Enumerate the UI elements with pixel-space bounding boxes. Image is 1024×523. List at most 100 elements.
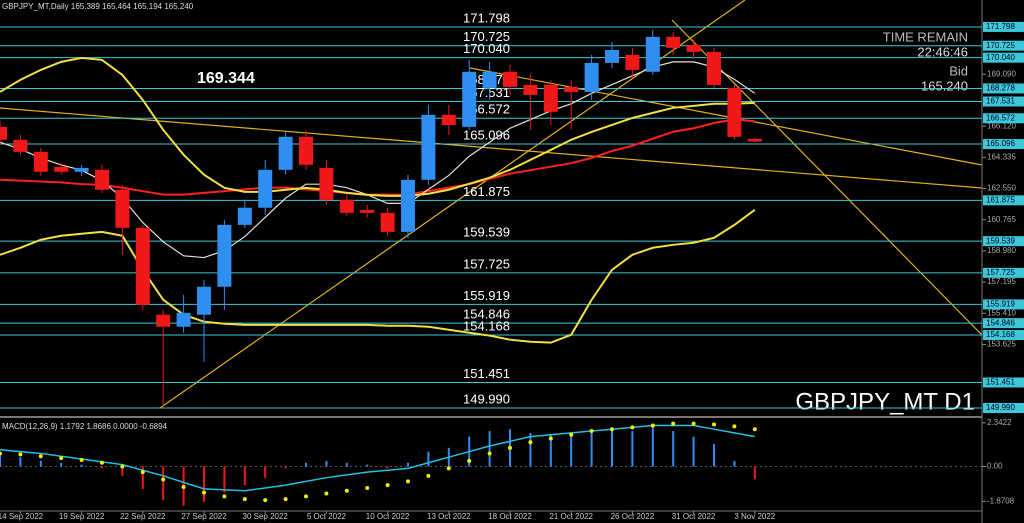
candle-body (564, 86, 579, 92)
time-label: TIME REMAIN (883, 29, 968, 44)
level-axis-marker (983, 299, 1024, 310)
macd-signal-dot (467, 458, 472, 463)
level-axis-marker (983, 139, 1024, 150)
x-tick-label: 10 Oct 2022 (366, 512, 410, 521)
candle-body (584, 62, 599, 92)
trendline (0, 107, 983, 189)
macd-bar (141, 466, 144, 489)
macd-tick-label: 2.3422 (987, 418, 1012, 427)
x-tick-label: 21 Oct 2022 (549, 512, 593, 521)
level-axis-label: 149.990 (986, 403, 1015, 412)
macd-bar (733, 460, 736, 467)
level-axis-label: 166.572 (986, 113, 1015, 122)
candle-body (33, 151, 48, 172)
y-tick-label: 164.335 (987, 152, 1016, 161)
macd-signal-dot (283, 497, 288, 502)
candle-body (54, 166, 69, 172)
y-tick-label: 158.980 (987, 246, 1016, 255)
x-tick-label: 22 Sep 2022 (120, 512, 166, 521)
candle-body (747, 138, 762, 142)
candle-body (339, 199, 354, 213)
level-label: 154.846 (463, 307, 510, 322)
candle-body (441, 114, 456, 125)
candle-body (13, 139, 28, 152)
level-label: 149.990 (463, 391, 510, 406)
level-axis-marker (983, 377, 1024, 388)
macd-bar (243, 466, 246, 486)
level-axis-marker (983, 113, 1024, 124)
level-axis-marker (983, 21, 1024, 32)
candle-body (258, 169, 273, 208)
candle-body (605, 49, 619, 63)
macd-signal-dot (140, 470, 145, 475)
macd-signal-dot (344, 488, 349, 493)
trendline (469, 67, 983, 166)
candle-body (360, 209, 375, 213)
candle-body (95, 169, 109, 190)
macd-signal-dot (671, 421, 676, 426)
level-axis-marker (983, 83, 1024, 94)
level-axis-marker (983, 96, 1024, 107)
candle-body (278, 136, 293, 170)
time: 22:46:46 (917, 44, 968, 59)
macd-bar (386, 466, 389, 469)
macd-signal-dot (263, 498, 268, 503)
macd-bar (121, 466, 124, 476)
chart-title: GBPJPY_MT,Daily 165.389 165.464 165.194 … (2, 2, 194, 11)
indicator-line (0, 56, 755, 197)
x-tick-label: 26 Oct 2022 (611, 512, 655, 521)
macd-bar (19, 457, 22, 467)
candle-body (645, 36, 660, 72)
candle-body (727, 87, 742, 137)
candle-body (421, 114, 436, 180)
macd-line (0, 424, 755, 492)
macd-signal-dot (528, 440, 533, 445)
macd-bar (305, 462, 307, 467)
candle-body (217, 224, 232, 287)
macd-bar (284, 466, 287, 469)
level-axis-marker (983, 52, 1024, 63)
annotation: 169.344 (197, 70, 255, 87)
level-label: 171.798 (463, 10, 510, 25)
level-label: 157.725 (463, 256, 510, 271)
macd-bar (692, 436, 695, 467)
macd-bar (0, 455, 1, 467)
level-axis-marker (983, 403, 1024, 414)
macd-signal-dot (365, 485, 370, 490)
candle-body (482, 71, 497, 88)
y-tick-label: 162.550 (987, 184, 1016, 193)
macd-signal-dot (610, 427, 614, 432)
level-axis-marker (983, 330, 1024, 341)
level-axis-label: 154.846 (986, 318, 1015, 327)
y-tick-label: 153.625 (987, 340, 1016, 349)
macd-bar (80, 464, 83, 467)
level-axis-label: 167.531 (986, 97, 1015, 106)
macd-bar (590, 432, 593, 467)
candle-body (197, 286, 211, 315)
x-tick-label: 19 Sep 2022 (59, 512, 105, 521)
candle-body (0, 126, 7, 140)
macd-signal-dot (38, 454, 43, 459)
macd-bar (60, 462, 63, 467)
y-tick-label: 166.120 (987, 121, 1016, 130)
level-axis-label: 171.798 (986, 22, 1015, 31)
level-axis-label: 157.725 (986, 268, 1015, 277)
macd-signal-dot (181, 485, 186, 490)
y-tick-label: 157.195 (987, 277, 1016, 286)
macd-signal-dot (691, 421, 696, 426)
watermark: GBPJPY_MT D1 (795, 388, 975, 415)
macd-bar (223, 466, 226, 493)
level-label: 155.919 (463, 288, 510, 303)
macd-signal-dot (324, 491, 329, 496)
level-axis-label: 155.919 (986, 300, 1015, 309)
macd-bar (366, 464, 369, 467)
macd-signal-dot (79, 457, 84, 462)
macd-signal-dot (569, 432, 574, 437)
macd-signal-dot (18, 452, 23, 457)
macd-bar (570, 436, 573, 467)
level-axis-label: 170.040 (986, 53, 1015, 62)
macd-bar (672, 431, 675, 467)
level-axis-marker (983, 195, 1024, 206)
